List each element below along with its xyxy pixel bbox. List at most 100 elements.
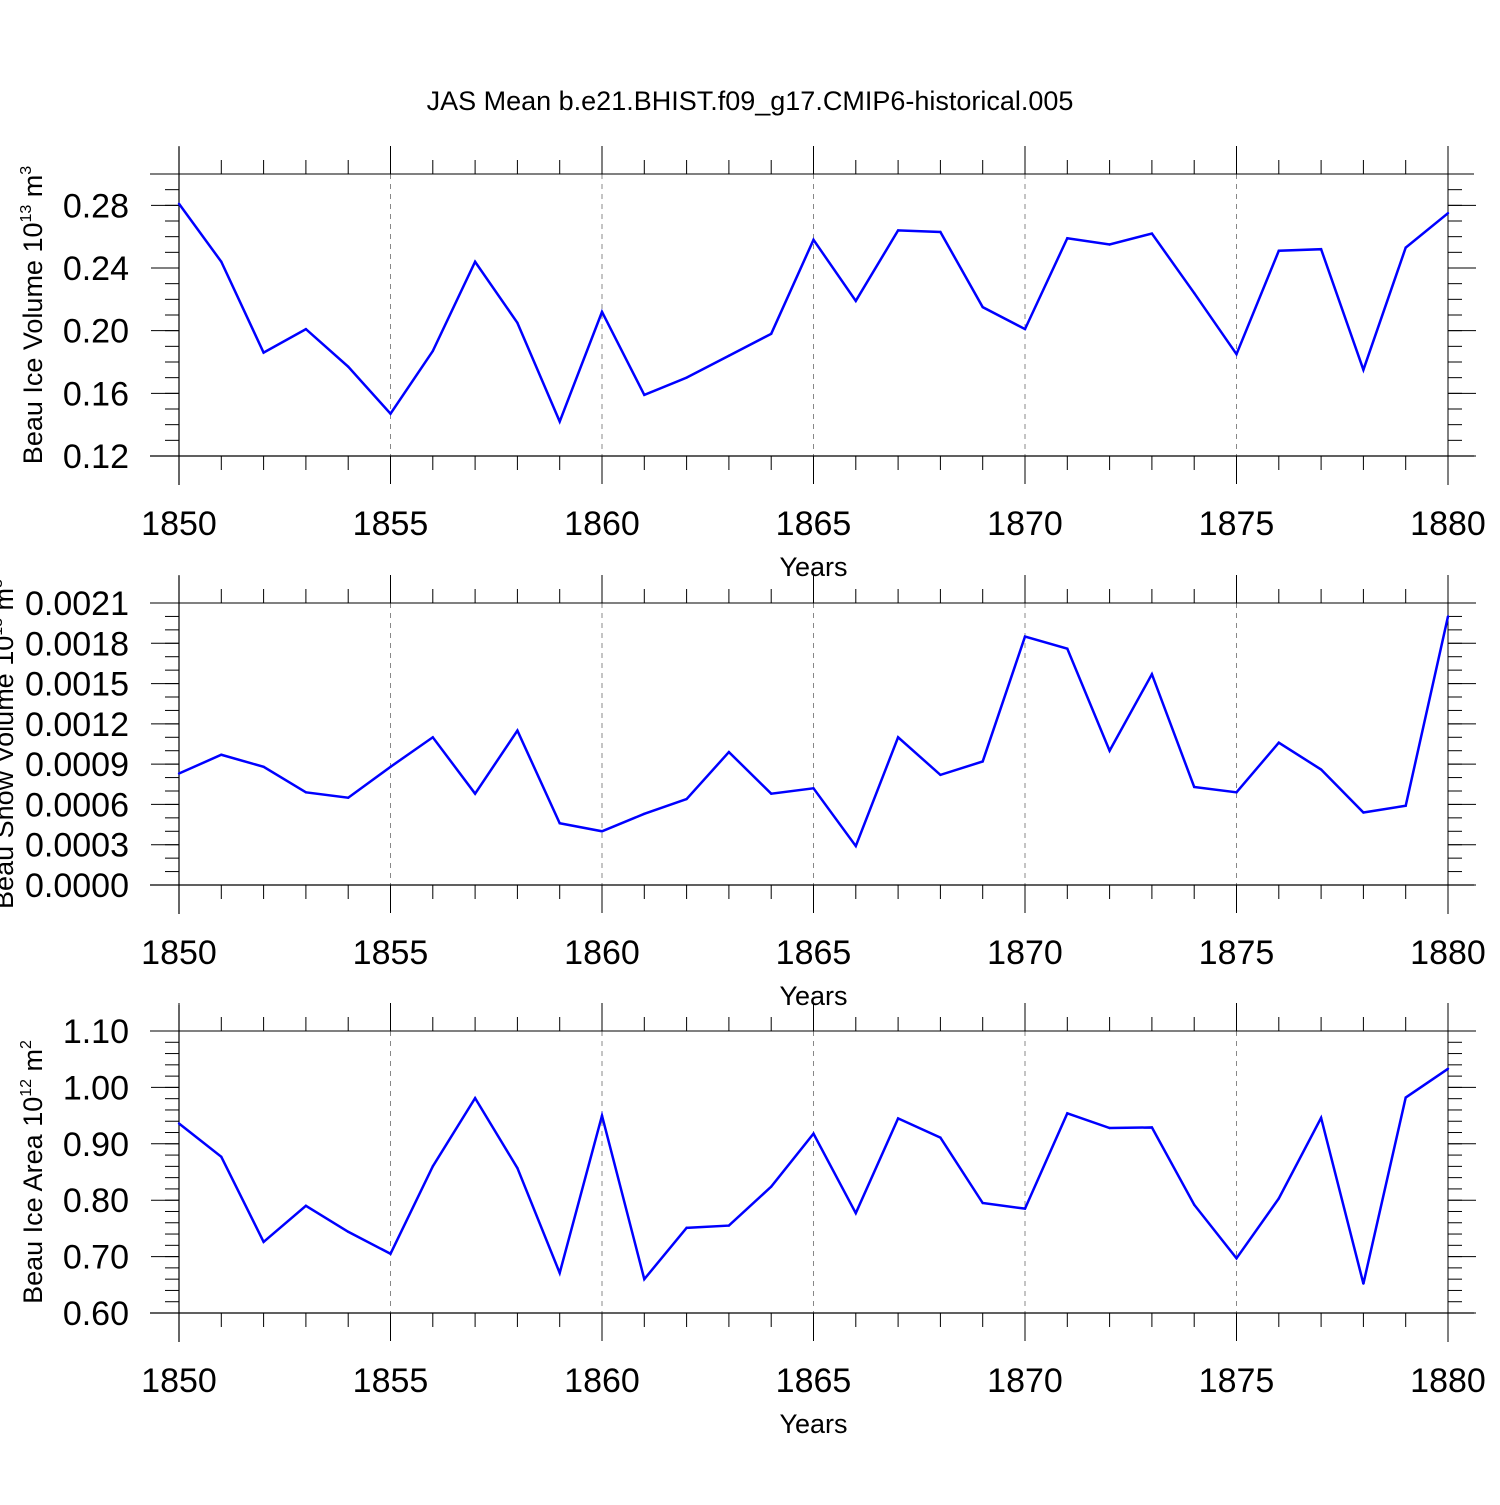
x-tick-label: 1875 (1199, 1362, 1275, 1400)
y-tick-label: 0.12 (63, 438, 129, 476)
y-tick-label: 0.60 (63, 1295, 129, 1333)
data-point (473, 1096, 477, 1100)
data-point (812, 1132, 815, 1135)
data-point (431, 1165, 434, 1168)
y-tick-label: 0.0015 (25, 666, 129, 704)
data-point (1150, 672, 1154, 676)
y-tick-label: 0.20 (63, 313, 129, 351)
data-point (1108, 1126, 1111, 1130)
data-point (1362, 1282, 1365, 1285)
data-point (854, 844, 857, 848)
y-tick-label: 0.28 (63, 187, 129, 225)
data-point (1066, 1112, 1069, 1115)
y-tick-label: 0.24 (63, 250, 129, 288)
data-point (304, 1204, 308, 1208)
data-point (939, 1136, 942, 1139)
data-point (1277, 249, 1281, 252)
y-tick-label: 1.10 (63, 1013, 129, 1051)
x-tick-label: 1860 (564, 505, 640, 543)
data-point (854, 299, 857, 303)
data-point (1235, 1257, 1238, 1260)
y-axis-title: Beau Ice Volume 1013 m3 (18, 166, 48, 464)
data-point (727, 354, 731, 357)
data-point (220, 753, 223, 756)
data-point (727, 1224, 731, 1227)
data-point (1277, 1197, 1281, 1200)
y-tick-label: 1.00 (63, 1069, 129, 1107)
data-point (558, 420, 561, 423)
data-point (473, 260, 477, 263)
data-point (1277, 741, 1281, 744)
data-point (304, 791, 308, 794)
data-point (431, 349, 434, 353)
data-point (685, 1226, 688, 1230)
data-point (558, 1271, 561, 1275)
data-point (1319, 248, 1323, 251)
data-point (1404, 1096, 1407, 1099)
y-tick-label: 0.16 (63, 375, 129, 413)
x-tick-label: 1855 (353, 1362, 429, 1400)
data-point (262, 351, 265, 354)
x-tick-label: 1865 (776, 1362, 852, 1400)
y-tick-label: 0.0000 (25, 867, 129, 905)
data-point (262, 1240, 265, 1244)
x-tick-label: 1860 (564, 934, 640, 972)
data-point (220, 260, 223, 263)
data-point (770, 1185, 773, 1188)
data-point (1193, 785, 1196, 789)
y-tick-label: 0.0018 (25, 625, 129, 663)
data-point (981, 1201, 984, 1205)
data-point (177, 1122, 181, 1125)
data-point (1150, 232, 1154, 235)
data-point (558, 822, 561, 825)
x-tick-label: 1850 (141, 1362, 217, 1400)
data-point (1446, 1067, 1450, 1070)
data-point (727, 750, 731, 754)
data-point (1108, 243, 1111, 246)
data-point (1023, 1207, 1027, 1210)
data-point (896, 736, 900, 739)
y-axis-title: Beau Snow Volume 1013 m3 (0, 579, 19, 909)
data-point (981, 760, 984, 763)
data-point (643, 812, 646, 816)
data-point (177, 202, 181, 205)
data-point (1108, 749, 1111, 752)
x-tick-label: 1880 (1410, 934, 1486, 972)
data-point (431, 736, 434, 739)
data-point (1362, 811, 1365, 814)
data-point (770, 332, 773, 335)
x-tick-label: 1875 (1199, 934, 1275, 972)
data-point (389, 765, 392, 769)
x-tick-label: 1850 (141, 505, 217, 543)
data-point (643, 393, 646, 397)
data-point (1362, 368, 1365, 372)
data-point (516, 321, 519, 325)
data-point (347, 365, 350, 368)
data-point (1066, 237, 1069, 240)
data-point (304, 327, 308, 331)
data-point (1319, 768, 1323, 771)
data-point (347, 796, 350, 799)
data-point (600, 830, 604, 833)
x-axis-title: Years (779, 1409, 847, 1439)
data-point (1446, 615, 1450, 618)
data-point (177, 772, 181, 775)
x-tick-label: 1855 (353, 934, 429, 972)
y-tick-label: 0.0006 (25, 786, 129, 824)
chart-panel-2: 0.00000.00030.00060.00090.00120.00150.00… (0, 575, 1486, 1011)
y-tick-label: 0.70 (63, 1239, 129, 1277)
data-point (939, 230, 942, 234)
x-tick-label: 1870 (987, 505, 1063, 543)
data-point (812, 238, 815, 241)
y-tick-label: 0.0003 (25, 827, 129, 865)
x-tick-label: 1850 (141, 934, 217, 972)
chart-panel-1: 0.12 0.16 0.20 0.24 0.28 1850 1855 1860 1865 1870… (18, 146, 1486, 582)
x-tick-label: 1865 (776, 934, 852, 972)
data-point (389, 1252, 392, 1255)
data-point (643, 1277, 646, 1281)
data-point (1066, 647, 1069, 650)
x-tick-label: 1880 (1410, 505, 1486, 543)
y-tick-label: 0.0021 (25, 585, 129, 623)
data-point (685, 376, 688, 379)
data-point (516, 1166, 519, 1170)
